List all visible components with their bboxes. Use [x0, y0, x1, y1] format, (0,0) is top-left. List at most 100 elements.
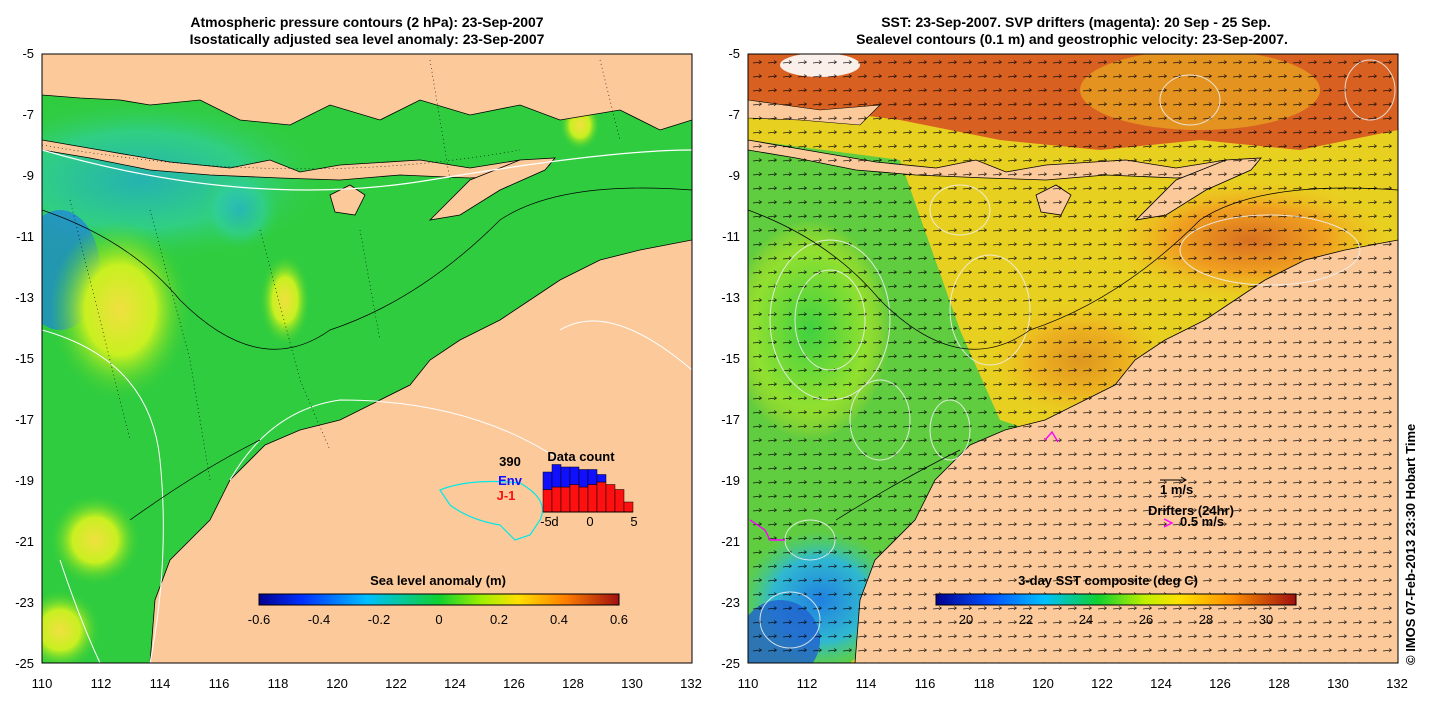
- left-colorbar-tick: -0.6: [248, 612, 270, 627]
- data-count-histogram: [542, 464, 634, 513]
- data-count-env-label: Env: [498, 473, 523, 488]
- left-ytick: -25: [15, 656, 34, 671]
- right-ytick: -17: [721, 412, 740, 427]
- right-map-field: [748, 54, 1398, 663]
- right-colorbar: 3-day SST composite (deg C) 20 22 24 26 …: [935, 573, 1297, 627]
- left-ytick: -11: [16, 229, 34, 244]
- left-xtick: 124: [444, 676, 466, 691]
- left-xtick: 116: [209, 676, 230, 691]
- right-colorbar-tick: 22: [1019, 612, 1033, 627]
- left-ytick: -15: [15, 351, 34, 366]
- data-count-total: 390: [499, 454, 521, 469]
- right-ytick: -19: [721, 473, 740, 488]
- left-ytick: -7: [22, 107, 34, 122]
- right-xtick: 132: [1386, 676, 1408, 691]
- right-xtick: 116: [915, 676, 936, 691]
- right-ytick: -5: [728, 46, 740, 61]
- left-xtick: 114: [150, 676, 171, 691]
- left-ytick: -17: [15, 412, 34, 427]
- left-colorbar-tick: -0.4: [308, 612, 330, 627]
- right-title-line1: SST: 23-Sep-2007. SVP drifters (magenta)…: [881, 14, 1271, 30]
- right-colorbar-tick: 26: [1139, 612, 1153, 627]
- left-xtick: 122: [385, 676, 407, 691]
- right-map: SST: 23-Sep-2007. SVP drifters (magenta)…: [721, 14, 1408, 691]
- data-count-title: Data count: [547, 449, 615, 464]
- left-map-field: [42, 54, 692, 663]
- left-colorbar-tick: -0.2: [368, 612, 390, 627]
- left-title-line2: Isostatically adjusted sea level anomaly…: [190, 31, 545, 47]
- left-colorbar-label: Sea level anomaly (m): [370, 573, 506, 588]
- histogram-bar-env: [578, 469, 589, 488]
- left-xtick: 126: [503, 676, 525, 691]
- left-colorbar-tick: 0.4: [550, 612, 568, 627]
- left-colorbar-tick: 0.2: [490, 612, 508, 627]
- data-count-j1-label: J-1: [497, 488, 516, 503]
- right-xtick: 124: [1150, 676, 1172, 691]
- left-x-axis: 110 112 114 116 118 120 122 124 126 128 …: [32, 676, 702, 691]
- left-ytick: -21: [15, 534, 34, 549]
- velocity-scale-label: 1 m/s: [1160, 482, 1193, 497]
- left-xtick: 112: [91, 676, 112, 691]
- histogram-bar-env: [569, 466, 580, 485]
- histogram-bar-j1: [551, 486, 562, 513]
- right-title-line2: Sealevel contours (0.1 m) and geostrophi…: [856, 31, 1288, 47]
- right-xtick: 118: [974, 676, 995, 691]
- right-colorbar-label: 3-day SST composite (deg C): [1018, 573, 1198, 588]
- histogram-bar-env: [587, 469, 598, 485]
- left-xtick: 132: [680, 676, 702, 691]
- drifters-label: Drifters (24hr): [1148, 503, 1234, 518]
- left-ytick: -23: [15, 595, 34, 610]
- data-count-xtick: d: [551, 514, 558, 529]
- left-ytick: -5: [22, 46, 34, 61]
- left-colorbar-tick: 0: [435, 612, 442, 627]
- left-ytick: -19: [15, 473, 34, 488]
- right-x-axis: 110 112 114 116 118 120 122 124 126 128 …: [738, 676, 1408, 691]
- histogram-bar-env: [560, 466, 571, 488]
- histogram-bar-j1: [578, 486, 589, 513]
- histogram-bar-j1: [623, 501, 634, 513]
- left-xtick: 130: [621, 676, 643, 691]
- data-count-inset: 390 Env J-1 Data count -5 d 0 5: [497, 449, 638, 529]
- histogram-bar-j1: [569, 484, 580, 513]
- right-ytick: -15: [721, 351, 740, 366]
- right-xtick: 130: [1327, 676, 1349, 691]
- histogram-bar-env: [551, 464, 562, 488]
- right-xtick: 110: [738, 676, 759, 691]
- histogram-bar-j1: [560, 486, 571, 513]
- histogram-bar-j1: [542, 489, 553, 513]
- right-xtick: 128: [1268, 676, 1290, 691]
- credit-text: © IMOS 07-Feb-2013 23:30 Hobart Time: [1403, 424, 1418, 665]
- right-ytick: -25: [721, 656, 740, 671]
- left-title-line1: Atmospheric pressure contours (2 hPa): 2…: [190, 14, 543, 30]
- data-count-xtick: 5: [630, 514, 637, 529]
- right-ytick: -23: [721, 595, 740, 610]
- left-colorbar-tick: 0.6: [610, 612, 628, 627]
- left-xtick: 128: [562, 676, 584, 691]
- histogram-bar-env: [542, 471, 553, 490]
- right-colorbar-tick: 24: [1079, 612, 1093, 627]
- right-xtick: 114: [856, 676, 877, 691]
- velocity-legend: 1 m/s Drifters (24hr) 0.5 m/s: [1148, 476, 1234, 529]
- right-colorbar-tick: 28: [1199, 612, 1213, 627]
- right-xtick: 122: [1091, 676, 1113, 691]
- right-ytick: -7: [728, 107, 740, 122]
- histogram-bar-j1: [587, 484, 598, 513]
- right-ytick: -13: [721, 290, 740, 305]
- velocity-arrow-icon: [1160, 476, 1187, 484]
- data-count-xtick: -5: [540, 514, 552, 529]
- left-xtick: 110: [32, 676, 53, 691]
- histogram-bar-j1: [614, 489, 625, 513]
- histogram-bar-env: [596, 474, 607, 483]
- right-xtick: 126: [1209, 676, 1231, 691]
- drifter-arrow-icon: [1163, 518, 1174, 528]
- right-xtick: 120: [1032, 676, 1054, 691]
- histogram-bar-j1: [596, 481, 607, 513]
- left-land-australia: [42, 239, 692, 663]
- left-xtick: 120: [326, 676, 348, 691]
- left-map: Atmospheric pressure contours (2 hPa): 2…: [15, 14, 702, 691]
- left-y-axis: -5 -7 -9 -11 -13 -15 -17 -19 -21 -23 -25: [15, 46, 34, 671]
- left-ytick: -13: [15, 290, 34, 305]
- drifters-speed-label: 0.5 m/s: [1180, 514, 1224, 529]
- left-colorbar: Sea level anomaly (m) -0.6 -0.4 -0.2 0 0…: [248, 573, 628, 627]
